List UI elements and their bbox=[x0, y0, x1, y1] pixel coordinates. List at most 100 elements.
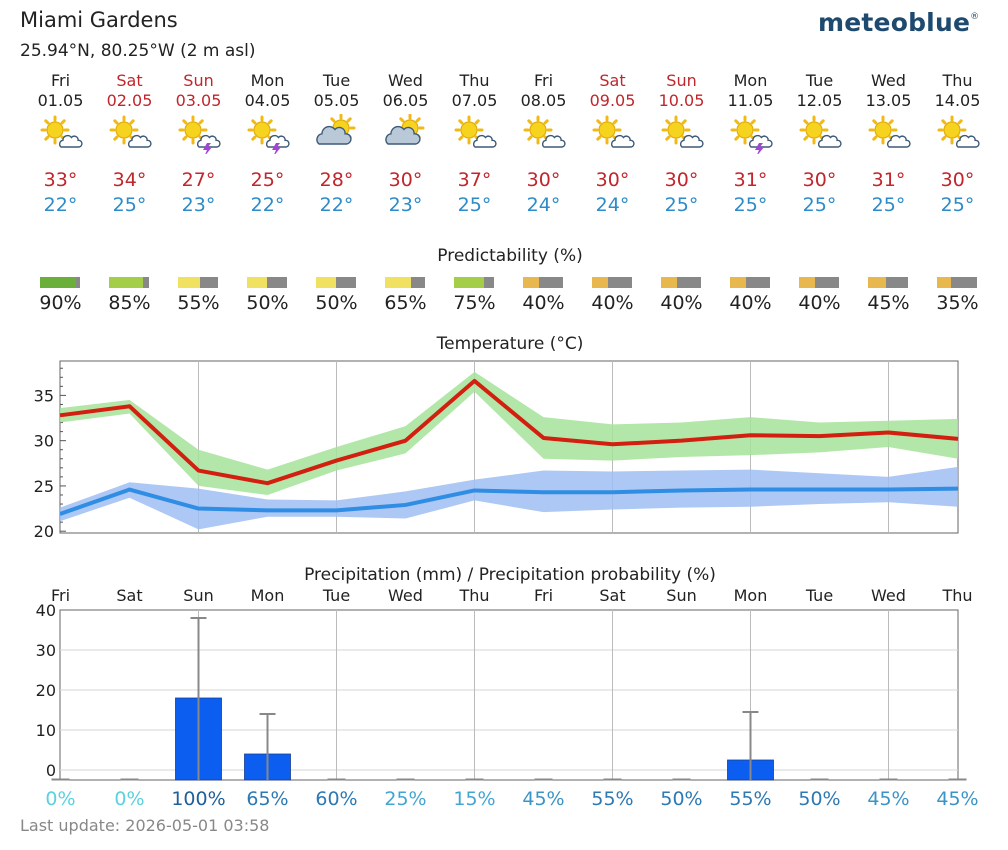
predictability-fill bbox=[660, 277, 677, 288]
min-temperature: 25° bbox=[664, 194, 699, 216]
precipitation-probability: 0% bbox=[45, 788, 76, 810]
sun-cloud-icon bbox=[523, 115, 566, 148]
sun-cloud-icon bbox=[868, 115, 911, 148]
min-temperature: 24° bbox=[526, 194, 561, 216]
precipitation-x-label: Tue bbox=[805, 586, 833, 605]
day-date: 10.05 bbox=[658, 91, 705, 110]
predictability-fill bbox=[315, 277, 336, 288]
temperature-chart-title: Temperature (°C) bbox=[436, 334, 584, 354]
min-temperature: 25° bbox=[112, 194, 147, 216]
predictability-title: Predictability (%) bbox=[437, 246, 583, 266]
day-date: 14.05 bbox=[934, 91, 981, 110]
min-temperature: 25° bbox=[733, 194, 768, 216]
sun-cloud-icon bbox=[799, 115, 842, 148]
min-temperature: 22° bbox=[319, 194, 354, 216]
precipitation-x-label: Mon bbox=[734, 586, 768, 605]
day-weekday: Thu bbox=[459, 71, 490, 90]
min-temperature: 23° bbox=[181, 194, 216, 216]
precipitation-x-label: Mon bbox=[251, 586, 285, 605]
predictability-fill bbox=[936, 277, 951, 288]
precipitation-chart-title: Precipitation (mm) / Precipitation proba… bbox=[304, 565, 716, 585]
day-column: Wed 06.05 bbox=[371, 71, 441, 111]
precipitation-probability: 50% bbox=[660, 788, 703, 810]
predictability-bar bbox=[39, 277, 80, 288]
precipitation-x-label: Wed bbox=[871, 586, 906, 605]
day-date: 02.05 bbox=[106, 91, 153, 110]
max-temperature-line bbox=[59, 378, 959, 486]
cloud-sun-icon bbox=[315, 114, 355, 145]
max-temperature: 37° bbox=[457, 169, 492, 191]
predictability-fill bbox=[108, 277, 143, 288]
day-weekday: Sun bbox=[183, 71, 214, 90]
day-date: 13.05 bbox=[865, 91, 912, 110]
day-column: Tue 05.05 bbox=[302, 71, 372, 111]
meteoblue-logo[interactable]: meteoblue® bbox=[818, 8, 979, 37]
predictability-fill bbox=[867, 277, 886, 288]
day-date: 12.05 bbox=[796, 91, 843, 110]
sun-cloud-icon bbox=[454, 115, 497, 148]
predictability-bar bbox=[936, 277, 977, 288]
precipitation-probability: 0% bbox=[114, 788, 145, 810]
predictability-fill bbox=[246, 277, 267, 288]
sun-cloud-icon bbox=[592, 115, 635, 148]
max-temperature: 28° bbox=[319, 169, 354, 191]
sun-cloud-icon bbox=[109, 115, 152, 148]
precipitation-y-tick-label: 0 bbox=[46, 761, 56, 780]
day-weekday: Fri bbox=[533, 71, 554, 90]
precipitation-x-label: Thu bbox=[941, 586, 972, 605]
day-column: Sun 10.05 bbox=[647, 71, 717, 111]
predictability-value: 55% bbox=[177, 292, 220, 314]
precipitation-x-label: Fri bbox=[51, 586, 70, 605]
day-date: 07.05 bbox=[451, 91, 498, 110]
last-update: Last update: 2026-05-01 03:58 bbox=[20, 816, 270, 835]
temperature-y-tick-label: 25 bbox=[34, 477, 54, 496]
day-weekday: Mon bbox=[250, 71, 285, 90]
precipitation-x-label: Fri bbox=[534, 586, 553, 605]
precipitation-x-label: Sun bbox=[183, 586, 213, 605]
predictability-value: 45% bbox=[867, 292, 910, 314]
predictability-bar bbox=[315, 277, 356, 288]
min-temperature-range-band bbox=[60, 466, 958, 530]
temperature-y-tick-label: 20 bbox=[34, 522, 54, 540]
predictability-fill bbox=[729, 277, 746, 288]
sun-cloud-icon bbox=[40, 115, 83, 148]
day-weekday: Thu bbox=[942, 71, 973, 90]
precipitation-probability: 65% bbox=[246, 788, 289, 810]
predictability-bar bbox=[729, 277, 770, 288]
max-temperature: 30° bbox=[388, 169, 423, 191]
day-weekday: Fri bbox=[50, 71, 71, 90]
max-temperature: 30° bbox=[802, 169, 837, 191]
cloud-sun-icon bbox=[384, 114, 424, 145]
day-column: Tue 12.05 bbox=[785, 71, 855, 111]
predictability-bar bbox=[867, 277, 908, 288]
precipitation-y-tick-label: 10 bbox=[36, 721, 56, 740]
precipitation-y-tick-label: 20 bbox=[36, 681, 56, 700]
predictability-bar bbox=[384, 277, 425, 288]
predictability-value: 75% bbox=[453, 292, 496, 314]
day-column: Thu 14.05 bbox=[923, 71, 993, 111]
predictability-value: 50% bbox=[315, 292, 358, 314]
max-temperature: 31° bbox=[733, 169, 768, 191]
sun-cloud-thunder-icon bbox=[178, 115, 221, 154]
day-weekday: Tue bbox=[805, 71, 834, 90]
temperature-chart: 20 25 30 35 bbox=[34, 360, 959, 540]
day-date: 11.05 bbox=[727, 91, 774, 110]
day-date: 05.05 bbox=[313, 91, 360, 110]
precipitation-probability: 45% bbox=[936, 788, 979, 810]
min-temperature: 25° bbox=[457, 194, 492, 216]
max-temperature: 30° bbox=[526, 169, 561, 191]
temperature-y-tick-label: 30 bbox=[34, 432, 54, 451]
max-temperature: 31° bbox=[871, 169, 906, 191]
predictability-value: 35% bbox=[936, 292, 979, 314]
min-temperature: 22° bbox=[43, 194, 78, 216]
precipitation-probability: 45% bbox=[522, 788, 565, 810]
precipitation-y-tick-label: 30 bbox=[36, 641, 56, 660]
precipitation-probability: 50% bbox=[798, 788, 841, 810]
day-column: Sat 02.05 bbox=[95, 71, 165, 111]
precipitation-probability: 55% bbox=[591, 788, 634, 810]
predictability-fill bbox=[384, 277, 411, 288]
day-date: 01.05 bbox=[37, 91, 84, 110]
max-temperature: 30° bbox=[940, 169, 975, 191]
predictability-value: 40% bbox=[729, 292, 772, 314]
